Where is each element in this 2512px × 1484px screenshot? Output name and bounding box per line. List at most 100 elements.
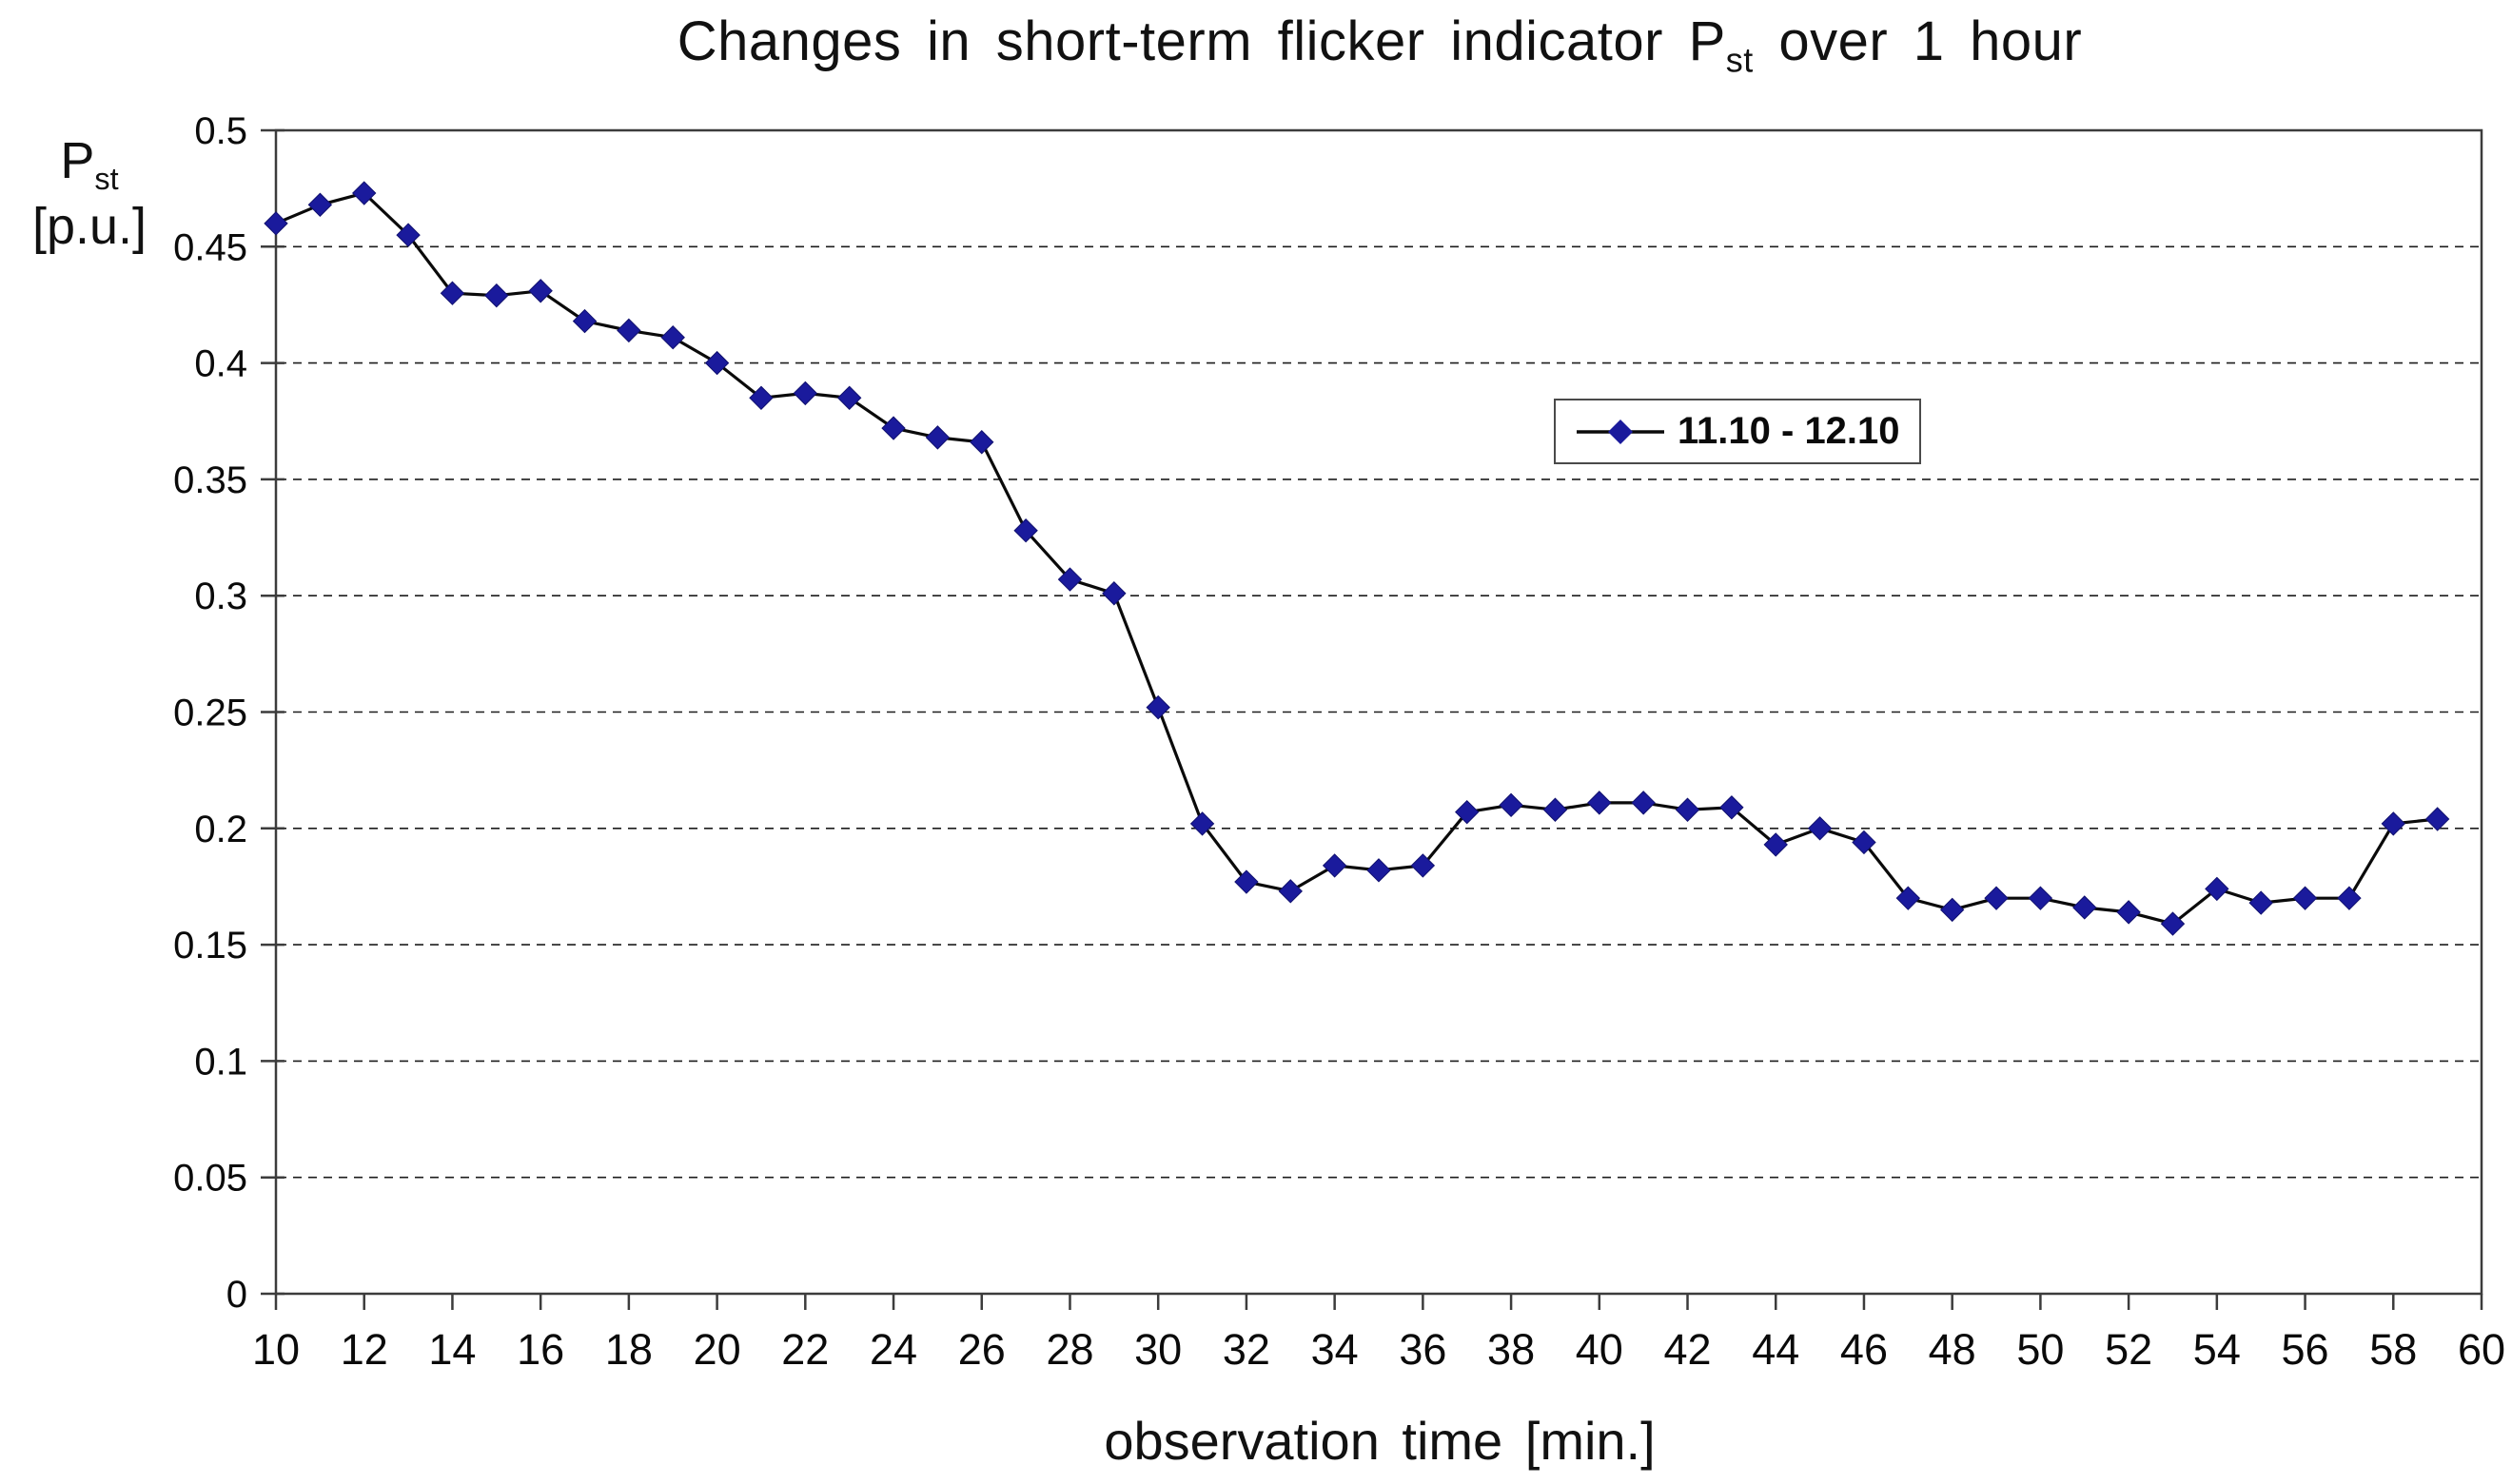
data-point-marker	[396, 223, 421, 247]
y-axis-symbol-subscript: st	[94, 161, 119, 196]
x-tick-label: 54	[2193, 1325, 2241, 1374]
data-point-marker	[881, 416, 906, 440]
x-tick-label: 40	[1576, 1325, 1623, 1374]
y-tick-label: 0.25	[173, 693, 247, 734]
x-tick-label: 50	[2016, 1325, 2064, 1374]
y-axis-ticks: 0.5 0.45 0.4 0.35 0.3 0.25 0.2 0.15 0.1 0.05 0	[173, 110, 285, 1316]
data-point-marker	[2072, 895, 2097, 920]
data-point-marker	[484, 283, 509, 308]
chart-title: Changes in short-term flicker indicator …	[276, 10, 2483, 81]
x-tick-label: 24	[870, 1325, 917, 1374]
data-point-marker	[660, 324, 685, 350]
chart-title-suffix: over 1 hour	[1753, 10, 2083, 72]
y-tick-label: 0.05	[173, 1158, 247, 1200]
legend-diamond-icon	[1608, 419, 1633, 444]
data-point-marker	[1542, 797, 1568, 822]
legend: 11.10 - 12.10	[1554, 399, 1921, 464]
data-point-marker	[1675, 797, 1700, 822]
data-point-marker	[836, 385, 862, 410]
data-point-marker	[440, 281, 465, 305]
y-tick-label: 0	[226, 1274, 247, 1316]
data-point-marker	[1895, 886, 1921, 910]
data-point-marker	[2424, 807, 2450, 831]
chart-title-subscript: st	[1725, 40, 1754, 80]
x-axis-ticks: 10 12 14 16 18 20 22 24 26 28 30 32 34 36 38 40 42 44 46 48…	[252, 1294, 2505, 1374]
data-point-marker	[1278, 879, 1303, 904]
x-tick-label: 22	[781, 1325, 829, 1374]
x-tick-label: 58	[2369, 1325, 2417, 1374]
data-point-marker	[2381, 811, 2405, 836]
x-tick-label: 20	[694, 1325, 741, 1374]
data-point-marker	[1455, 799, 1480, 825]
data-point-marker	[1013, 518, 1038, 543]
data-point-marker	[2205, 876, 2229, 902]
data-point-marker	[352, 181, 377, 205]
data-point-marker	[1146, 694, 1170, 720]
x-tick-label: 28	[1046, 1325, 1093, 1374]
data-point-marker	[264, 211, 288, 236]
data-point-marker	[793, 381, 818, 406]
data-point-marker	[2116, 900, 2141, 925]
data-point-marker	[1587, 791, 1612, 815]
x-tick-label: 46	[1840, 1325, 1888, 1374]
x-tick-label: 30	[1134, 1325, 1182, 1374]
x-tick-label: 60	[2458, 1325, 2505, 1374]
data-point-marker	[749, 385, 774, 410]
data-point-marker	[528, 279, 553, 303]
data-point-marker	[925, 425, 951, 450]
data-point-marker	[617, 318, 641, 343]
x-tick-label: 52	[2105, 1325, 2152, 1374]
x-tick-label: 18	[605, 1325, 653, 1374]
data-point-marker	[1939, 897, 1965, 923]
x-tick-label: 36	[1399, 1325, 1446, 1374]
y-axis-title: Pst [p.u.]	[4, 131, 175, 258]
x-tick-label: 16	[517, 1325, 564, 1374]
series-11.10 - 12.10	[264, 181, 2450, 936]
x-tick-label: 12	[341, 1325, 388, 1374]
y-axis-unit: [p.u.]	[31, 198, 147, 256]
data-point-marker	[1366, 858, 1391, 883]
data-point-marker	[704, 350, 730, 376]
y-tick-label: 0.5	[194, 110, 247, 152]
data-point-marker	[1189, 811, 1215, 836]
data-point-marker	[1807, 816, 1833, 841]
data-point-marker	[1057, 567, 1083, 592]
data-point-marker	[1234, 869, 1259, 894]
y-tick-label: 0.35	[173, 459, 247, 501]
y-axis-symbol: Pst	[60, 132, 119, 196]
data-point-marker	[572, 308, 598, 334]
x-tick-label: 14	[428, 1325, 476, 1374]
y-tick-label: 0.4	[194, 343, 247, 385]
data-point-marker	[1852, 830, 1876, 855]
data-point-marker	[1322, 853, 1347, 878]
y-tick-label: 0.3	[194, 576, 247, 617]
y-tick-label: 0.45	[173, 226, 247, 268]
x-axis-title: observation time [min.]	[1104, 1411, 1656, 1471]
x-tick-label: 44	[1752, 1325, 1799, 1374]
data-point-marker	[307, 192, 333, 217]
data-point-marker	[2337, 886, 2362, 910]
data-point-marker	[1719, 795, 1744, 820]
x-tick-label: 42	[1663, 1325, 1711, 1374]
legend-marker-sample	[1577, 419, 1664, 444]
y-tick-label: 0.1	[194, 1041, 247, 1083]
data-point-marker	[2292, 886, 2318, 910]
x-tick-label: 56	[2282, 1325, 2329, 1374]
data-point-marker	[1410, 853, 1436, 878]
x-tick-label: 10	[252, 1325, 300, 1374]
x-tick-label: 34	[1311, 1325, 1359, 1374]
data-point-marker	[1499, 792, 1523, 818]
data-point-marker	[2248, 890, 2273, 915]
chart-title-prefix: Changes in short-term flicker indicator …	[677, 10, 1726, 72]
x-tick-label: 48	[1929, 1325, 1976, 1374]
gridlines	[278, 245, 2480, 1179]
data-point-marker	[1631, 791, 1656, 815]
data-point-marker	[2160, 911, 2186, 936]
legend-series-label: 11.10 - 12.10	[1678, 410, 1900, 452]
series-line	[274, 191, 2440, 926]
y-tick-label: 0.2	[194, 809, 247, 850]
data-point-marker	[1102, 581, 1127, 606]
data-point-marker	[1984, 886, 2009, 910]
